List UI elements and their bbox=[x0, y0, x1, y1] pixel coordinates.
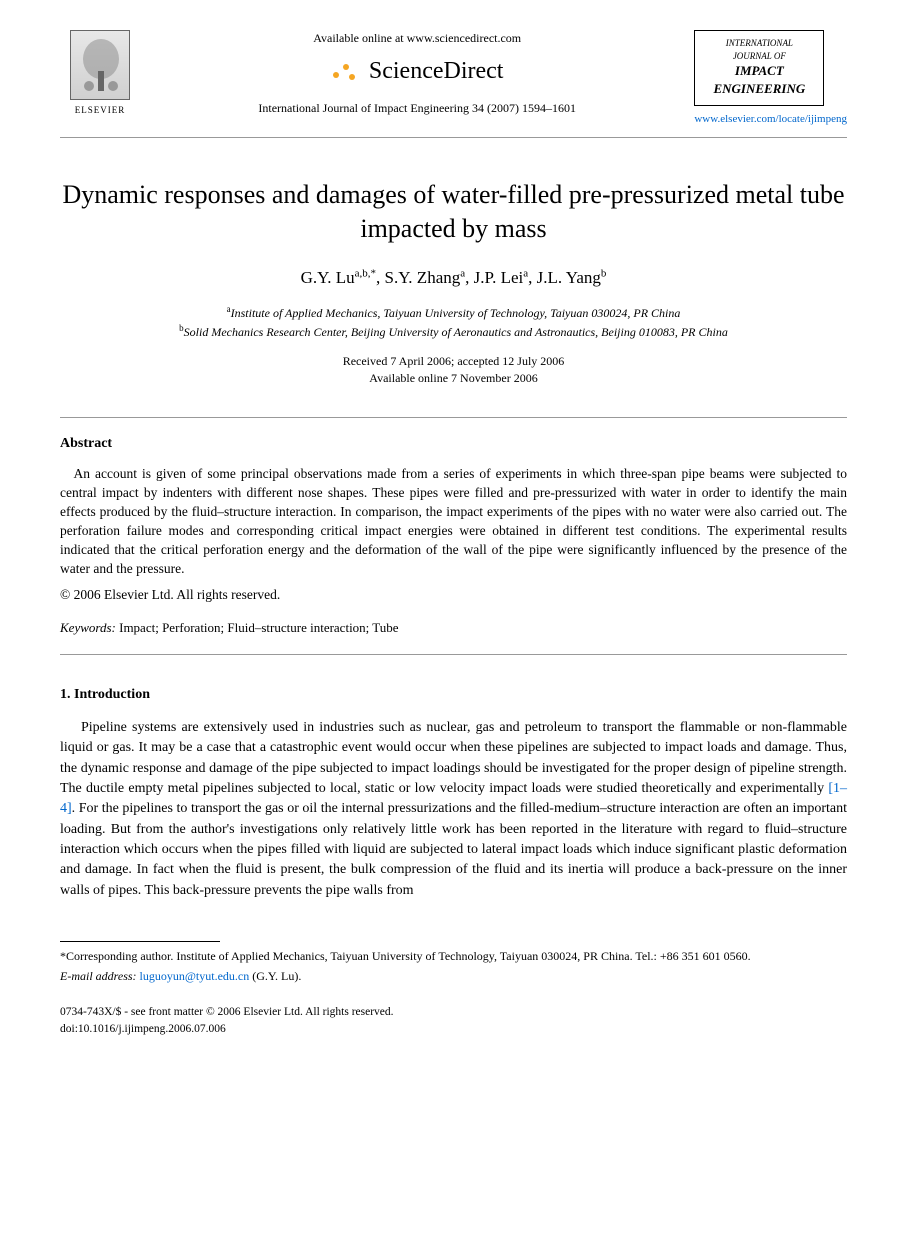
affiliation-a: Institute of Applied Mechanics, Taiyuan … bbox=[231, 306, 681, 320]
affiliation-b: Solid Mechanics Research Center, Beijing… bbox=[184, 325, 728, 339]
center-header: Available online at www.sciencedirect.co… bbox=[140, 30, 694, 117]
email-address[interactable]: luguoyun@tyut.edu.cn bbox=[137, 969, 250, 983]
journal-line4: ENGINEERING bbox=[701, 80, 817, 98]
author-1: G.Y. Lu bbox=[301, 268, 355, 287]
article-dates: Received 7 April 2006; accepted 12 July … bbox=[60, 353, 847, 387]
footer-doi: doi:10.1016/j.ijimpeng.2006.07.006 bbox=[60, 1021, 847, 1037]
article-title: Dynamic responses and damages of water-f… bbox=[60, 178, 847, 246]
authors-list: G.Y. Lua,b,*, S.Y. Zhanga, J.P. Leia, J.… bbox=[60, 266, 847, 290]
corresponding-footnote: *Corresponding author. Institute of Appl… bbox=[60, 948, 847, 965]
corresponding-text: Corresponding author. Institute of Appli… bbox=[66, 949, 751, 963]
journal-title-box: INTERNATIONAL JOURNAL OF IMPACT ENGINEER… bbox=[694, 30, 824, 106]
elsevier-tree-icon bbox=[70, 30, 130, 100]
divider bbox=[60, 417, 847, 418]
journal-line3: IMPACT bbox=[701, 62, 817, 80]
journal-reference: International Journal of Impact Engineer… bbox=[160, 100, 674, 117]
author-2: , S.Y. Zhang bbox=[376, 268, 460, 287]
publisher-logo: ELSEVIER bbox=[60, 30, 140, 117]
intro-text-2: . For the pipelines to transport the gas… bbox=[60, 801, 847, 897]
keywords-values: Impact; Perforation; Fluid–structure int… bbox=[116, 620, 399, 635]
abstract-text: An account is given of some principal ob… bbox=[60, 465, 847, 578]
author-1-sup: a,b, bbox=[355, 267, 371, 279]
abstract-heading: Abstract bbox=[60, 434, 847, 454]
available-date: Available online 7 November 2006 bbox=[60, 370, 847, 387]
divider-2 bbox=[60, 654, 847, 655]
journal-line1: INTERNATIONAL bbox=[701, 37, 817, 50]
affiliations: aInstitute of Applied Mechanics, Taiyuan… bbox=[60, 303, 847, 341]
received-date: Received 7 April 2006; accepted 12 July … bbox=[60, 353, 847, 370]
author-4-sup: b bbox=[601, 267, 607, 279]
introduction-paragraph: Pipeline systems are extensively used in… bbox=[60, 718, 847, 901]
author-3: , J.P. Lei bbox=[465, 268, 523, 287]
journal-sidebar: INTERNATIONAL JOURNAL OF IMPACT ENGINEER… bbox=[694, 30, 847, 127]
introduction-heading: 1. Introduction bbox=[60, 685, 847, 705]
footer-line-1: 0734-743X/$ - see front matter © 2006 El… bbox=[60, 1004, 847, 1020]
sciencedirect-logo: ScienceDirect bbox=[160, 55, 674, 89]
available-online-text: Available online at www.sciencedirect.co… bbox=[160, 30, 674, 47]
journal-url[interactable]: www.elsevier.com/locate/ijimpeng bbox=[694, 112, 847, 127]
page-header: ELSEVIER Available online at www.science… bbox=[60, 30, 847, 138]
page-footer: 0734-743X/$ - see front matter © 2006 El… bbox=[60, 1004, 847, 1036]
journal-line2: JOURNAL OF bbox=[701, 50, 817, 63]
keywords-label: Keywords: bbox=[60, 620, 116, 635]
sd-dots-icon bbox=[331, 60, 361, 84]
author-4: , J.L. Yang bbox=[528, 268, 601, 287]
keywords-line: Keywords: Impact; Perforation; Fluid–str… bbox=[60, 619, 847, 637]
email-footnote: E-mail address: luguoyun@tyut.edu.cn (G.… bbox=[60, 968, 847, 985]
abstract-copyright: © 2006 Elsevier Ltd. All rights reserved… bbox=[60, 586, 847, 605]
sd-brand-text: ScienceDirect bbox=[369, 55, 504, 89]
publisher-name: ELSEVIER bbox=[60, 104, 140, 117]
email-author-name: (G.Y. Lu). bbox=[249, 969, 301, 983]
footnote-divider bbox=[60, 941, 220, 942]
intro-text-1: Pipeline systems are extensively used in… bbox=[60, 720, 847, 796]
email-label: E-mail address: bbox=[60, 969, 137, 983]
